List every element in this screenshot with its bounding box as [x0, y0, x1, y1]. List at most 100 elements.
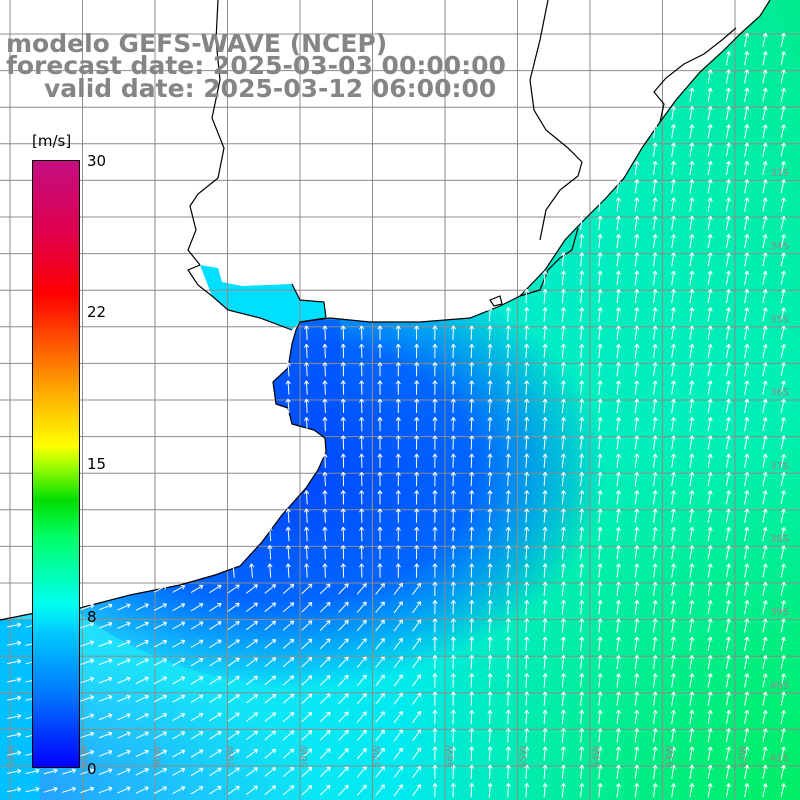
wind-arrow — [689, 417, 695, 432]
wind-arrow — [579, 362, 585, 377]
wind-arrow — [432, 398, 438, 414]
wind-arrow — [412, 729, 422, 742]
wind-arrow — [670, 709, 676, 725]
wind-arrow — [780, 179, 786, 194]
wind-arrow — [487, 417, 493, 432]
wind-arrow — [762, 526, 768, 542]
wind-arrow — [395, 343, 401, 359]
wind-arrow — [634, 362, 640, 377]
wind-arrow — [393, 747, 403, 760]
wind-arrow — [340, 545, 346, 560]
wind-arrow — [135, 713, 149, 721]
wind-arrow — [524, 764, 530, 780]
wind-arrow — [579, 654, 585, 670]
wind-arrow — [301, 748, 313, 759]
wind-arrow — [615, 398, 621, 413]
wind-arrow — [725, 197, 731, 212]
wind-arrow — [524, 545, 530, 560]
wind-arrow — [670, 764, 676, 779]
wind-arrow — [652, 728, 658, 743]
wind-arrow — [652, 490, 658, 505]
wind-arrow — [505, 563, 511, 578]
wind-arrow — [579, 691, 585, 706]
wind-arrow — [725, 545, 731, 560]
wind-arrow — [634, 252, 640, 267]
wind-arrow — [487, 783, 493, 798]
wind-arrow — [542, 691, 548, 706]
wind-arrow — [597, 618, 603, 633]
wind-arrow — [542, 709, 548, 725]
wind-arrow — [670, 215, 676, 230]
wind-arrow — [597, 416, 603, 432]
wind-arrow — [780, 673, 786, 688]
wind-arrow — [432, 435, 438, 450]
wind-arrow — [670, 636, 676, 651]
wind-arrow — [615, 215, 621, 230]
wind-arrow — [542, 471, 548, 487]
wind-arrow — [744, 197, 750, 212]
wind-arrow — [670, 270, 676, 285]
wind-arrow — [209, 731, 222, 740]
wind-arrow — [542, 453, 548, 468]
wind-arrow — [725, 362, 731, 377]
wind-arrow — [285, 526, 291, 542]
wind-arrow — [634, 288, 640, 304]
wind-arrow — [780, 417, 786, 432]
wind-arrow — [542, 764, 548, 780]
wind-arrow — [762, 32, 768, 47]
wind-arrow — [725, 563, 731, 578]
wind-arrow — [469, 362, 475, 377]
rio-de-la-plata-estuary — [200, 265, 326, 330]
wind-arrow — [652, 234, 658, 249]
wind-arrow — [689, 252, 695, 267]
wind-arrow — [450, 746, 456, 761]
wind-arrow — [744, 32, 750, 47]
wind-arrow — [356, 674, 367, 687]
wind-arrow — [356, 784, 367, 796]
wind-arrow — [338, 638, 349, 650]
wind-arrow — [356, 693, 367, 705]
wind-arrow — [762, 746, 768, 761]
wind-arrow — [744, 252, 750, 267]
wind-arrow — [505, 471, 511, 487]
wind-arrow — [652, 600, 658, 615]
wind-arrow — [652, 270, 658, 285]
wind-arrow — [393, 765, 403, 778]
wind-arrow — [524, 673, 530, 688]
wind-arrow — [80, 621, 95, 629]
wind-arrow — [190, 639, 204, 648]
wind-arrow — [762, 417, 768, 432]
wind-arrow — [246, 767, 258, 777]
wind-arrow — [505, 764, 511, 780]
wind-arrow — [209, 639, 222, 649]
wind-arrow — [652, 288, 658, 304]
wind-arrow — [560, 398, 566, 414]
wind-arrow — [469, 471, 475, 487]
wind-arrow — [432, 764, 438, 780]
wind-arrow — [375, 747, 385, 760]
wind-arrow — [340, 508, 346, 523]
wind-arrow — [153, 639, 168, 648]
wind-arrow — [450, 508, 456, 523]
wind-arrow — [597, 599, 603, 615]
wind-arrow — [652, 654, 658, 670]
wind-arrow — [153, 603, 168, 611]
wind-arrow — [542, 563, 548, 578]
wind-arrow — [762, 728, 768, 743]
wind-arrow — [264, 602, 277, 613]
wind-arrow — [634, 764, 640, 779]
wind-arrow — [319, 693, 331, 705]
wind-arrow — [542, 490, 548, 505]
wind-arrow — [744, 87, 750, 102]
wind-arrow — [7, 750, 22, 756]
wind-arrow — [98, 768, 113, 775]
wind-arrow — [117, 768, 131, 776]
wind-arrow — [615, 563, 621, 578]
wind-arrow — [670, 746, 676, 761]
wind-arrow — [246, 675, 258, 686]
wind-arrow — [689, 142, 695, 157]
wind-arrow — [487, 654, 493, 670]
wind-arrow — [560, 453, 566, 468]
wind-arrow — [652, 618, 658, 633]
